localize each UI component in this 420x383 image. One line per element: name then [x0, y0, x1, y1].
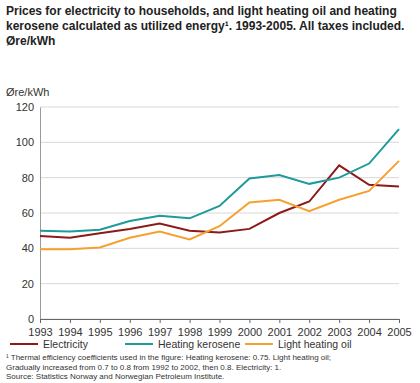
y-axis-line	[40, 108, 41, 320]
plot-area	[40, 129, 399, 249]
chart: Prices for electricity to households, an…	[0, 0, 420, 383]
x-tick-mark	[279, 319, 280, 323]
x-tick: 1998	[178, 319, 202, 338]
x-tick-mark	[369, 319, 370, 323]
y-tick: 20	[22, 278, 40, 290]
x-tick-label: 1995	[88, 326, 112, 338]
y-tick: 100	[16, 136, 40, 148]
x-tick-mark	[40, 319, 41, 323]
series-line	[40, 129, 399, 231]
x-tick-label: 1999	[208, 326, 232, 338]
y-tick: 80	[22, 172, 40, 184]
x-tick: 2003	[327, 319, 351, 338]
x-tick: 2001	[268, 319, 292, 338]
x-tick-mark	[160, 319, 161, 323]
x-tick-mark	[70, 319, 71, 323]
x-tick-label: 1998	[178, 326, 202, 338]
x-tick-mark	[249, 319, 250, 323]
y-axis: 0 20 40 60 80 100 120	[16, 101, 41, 325]
x-tick-mark	[309, 319, 310, 323]
y-tick-label: 80	[22, 172, 34, 184]
y-tick: 40	[22, 242, 40, 254]
x-tick: 1996	[118, 319, 142, 338]
x-tick-mark	[220, 319, 221, 323]
x-tick-label: 2004	[357, 326, 381, 338]
grid-line	[40, 107, 399, 108]
x-tick: 1999	[208, 319, 232, 338]
footnote: ¹ Thermal efficiency coefficients used i…	[6, 353, 331, 362]
y-axis-label: Øre/kWh	[6, 86, 49, 98]
x-tick-mark	[100, 319, 101, 323]
x-tick-mark	[399, 319, 400, 323]
grid	[40, 107, 399, 319]
legend-label: Heating kerosene	[158, 338, 240, 350]
x-tick-label: 2005	[387, 326, 411, 338]
legend-swatch	[10, 343, 38, 345]
footnote: Gradually increased from 0.7 to 0.8 from…	[6, 363, 281, 372]
y-tick-label: 0	[28, 313, 34, 325]
x-tick: 2004	[357, 319, 381, 338]
x-tick: 1994	[58, 319, 82, 338]
x-tick-mark	[339, 319, 340, 323]
x-tick-label: 2003	[327, 326, 351, 338]
y-tick-label: 100	[16, 136, 34, 148]
x-tick: 2000	[238, 319, 262, 338]
x-tick: 1993	[28, 319, 52, 338]
x-tick-label: 1993	[28, 326, 52, 338]
y-tick-label: 60	[22, 207, 34, 219]
x-tick-label: 1997	[148, 326, 172, 338]
x-tick: 1997	[148, 319, 172, 338]
grid-line	[40, 213, 399, 214]
y-tick: 120	[16, 101, 40, 113]
legend: Electricity Heating kerosene Light heating…	[10, 338, 352, 350]
x-tick-label: 2001	[268, 326, 292, 338]
series-line	[40, 161, 399, 249]
y-tick: 60	[22, 207, 40, 219]
x-tick-label: 1996	[118, 326, 142, 338]
x-tick-label: 2000	[238, 326, 262, 338]
x-tick: 2005	[387, 319, 411, 338]
grid-line	[40, 177, 399, 178]
x-tick-label: 2002	[298, 326, 322, 338]
grid-line	[40, 142, 399, 143]
x-axis: 1993 1994 1995 1996 1997 1998 1999 2000 2001 2002…	[28, 319, 411, 338]
y-tick-label: 120	[16, 101, 34, 113]
legend-label: Electricity	[43, 338, 89, 350]
legend-label: Light heating oil	[278, 338, 352, 350]
grid-line	[40, 283, 399, 284]
x-tick: 1995	[88, 319, 112, 338]
legend-swatch	[125, 343, 153, 345]
x-tick: 2002	[298, 319, 322, 338]
x-tick-label: 1994	[58, 326, 82, 338]
y-tick-label: 40	[22, 242, 34, 254]
x-tick-mark	[190, 319, 191, 323]
legend-swatch	[245, 343, 273, 345]
y-tick-label: 20	[22, 278, 34, 290]
title: Prices for electricity to households, an…	[6, 4, 404, 48]
y-tick: 0	[28, 313, 40, 325]
x-tick-mark	[130, 319, 131, 323]
footnote: Source: Statistics Norway and Norwegian …	[6, 372, 224, 381]
